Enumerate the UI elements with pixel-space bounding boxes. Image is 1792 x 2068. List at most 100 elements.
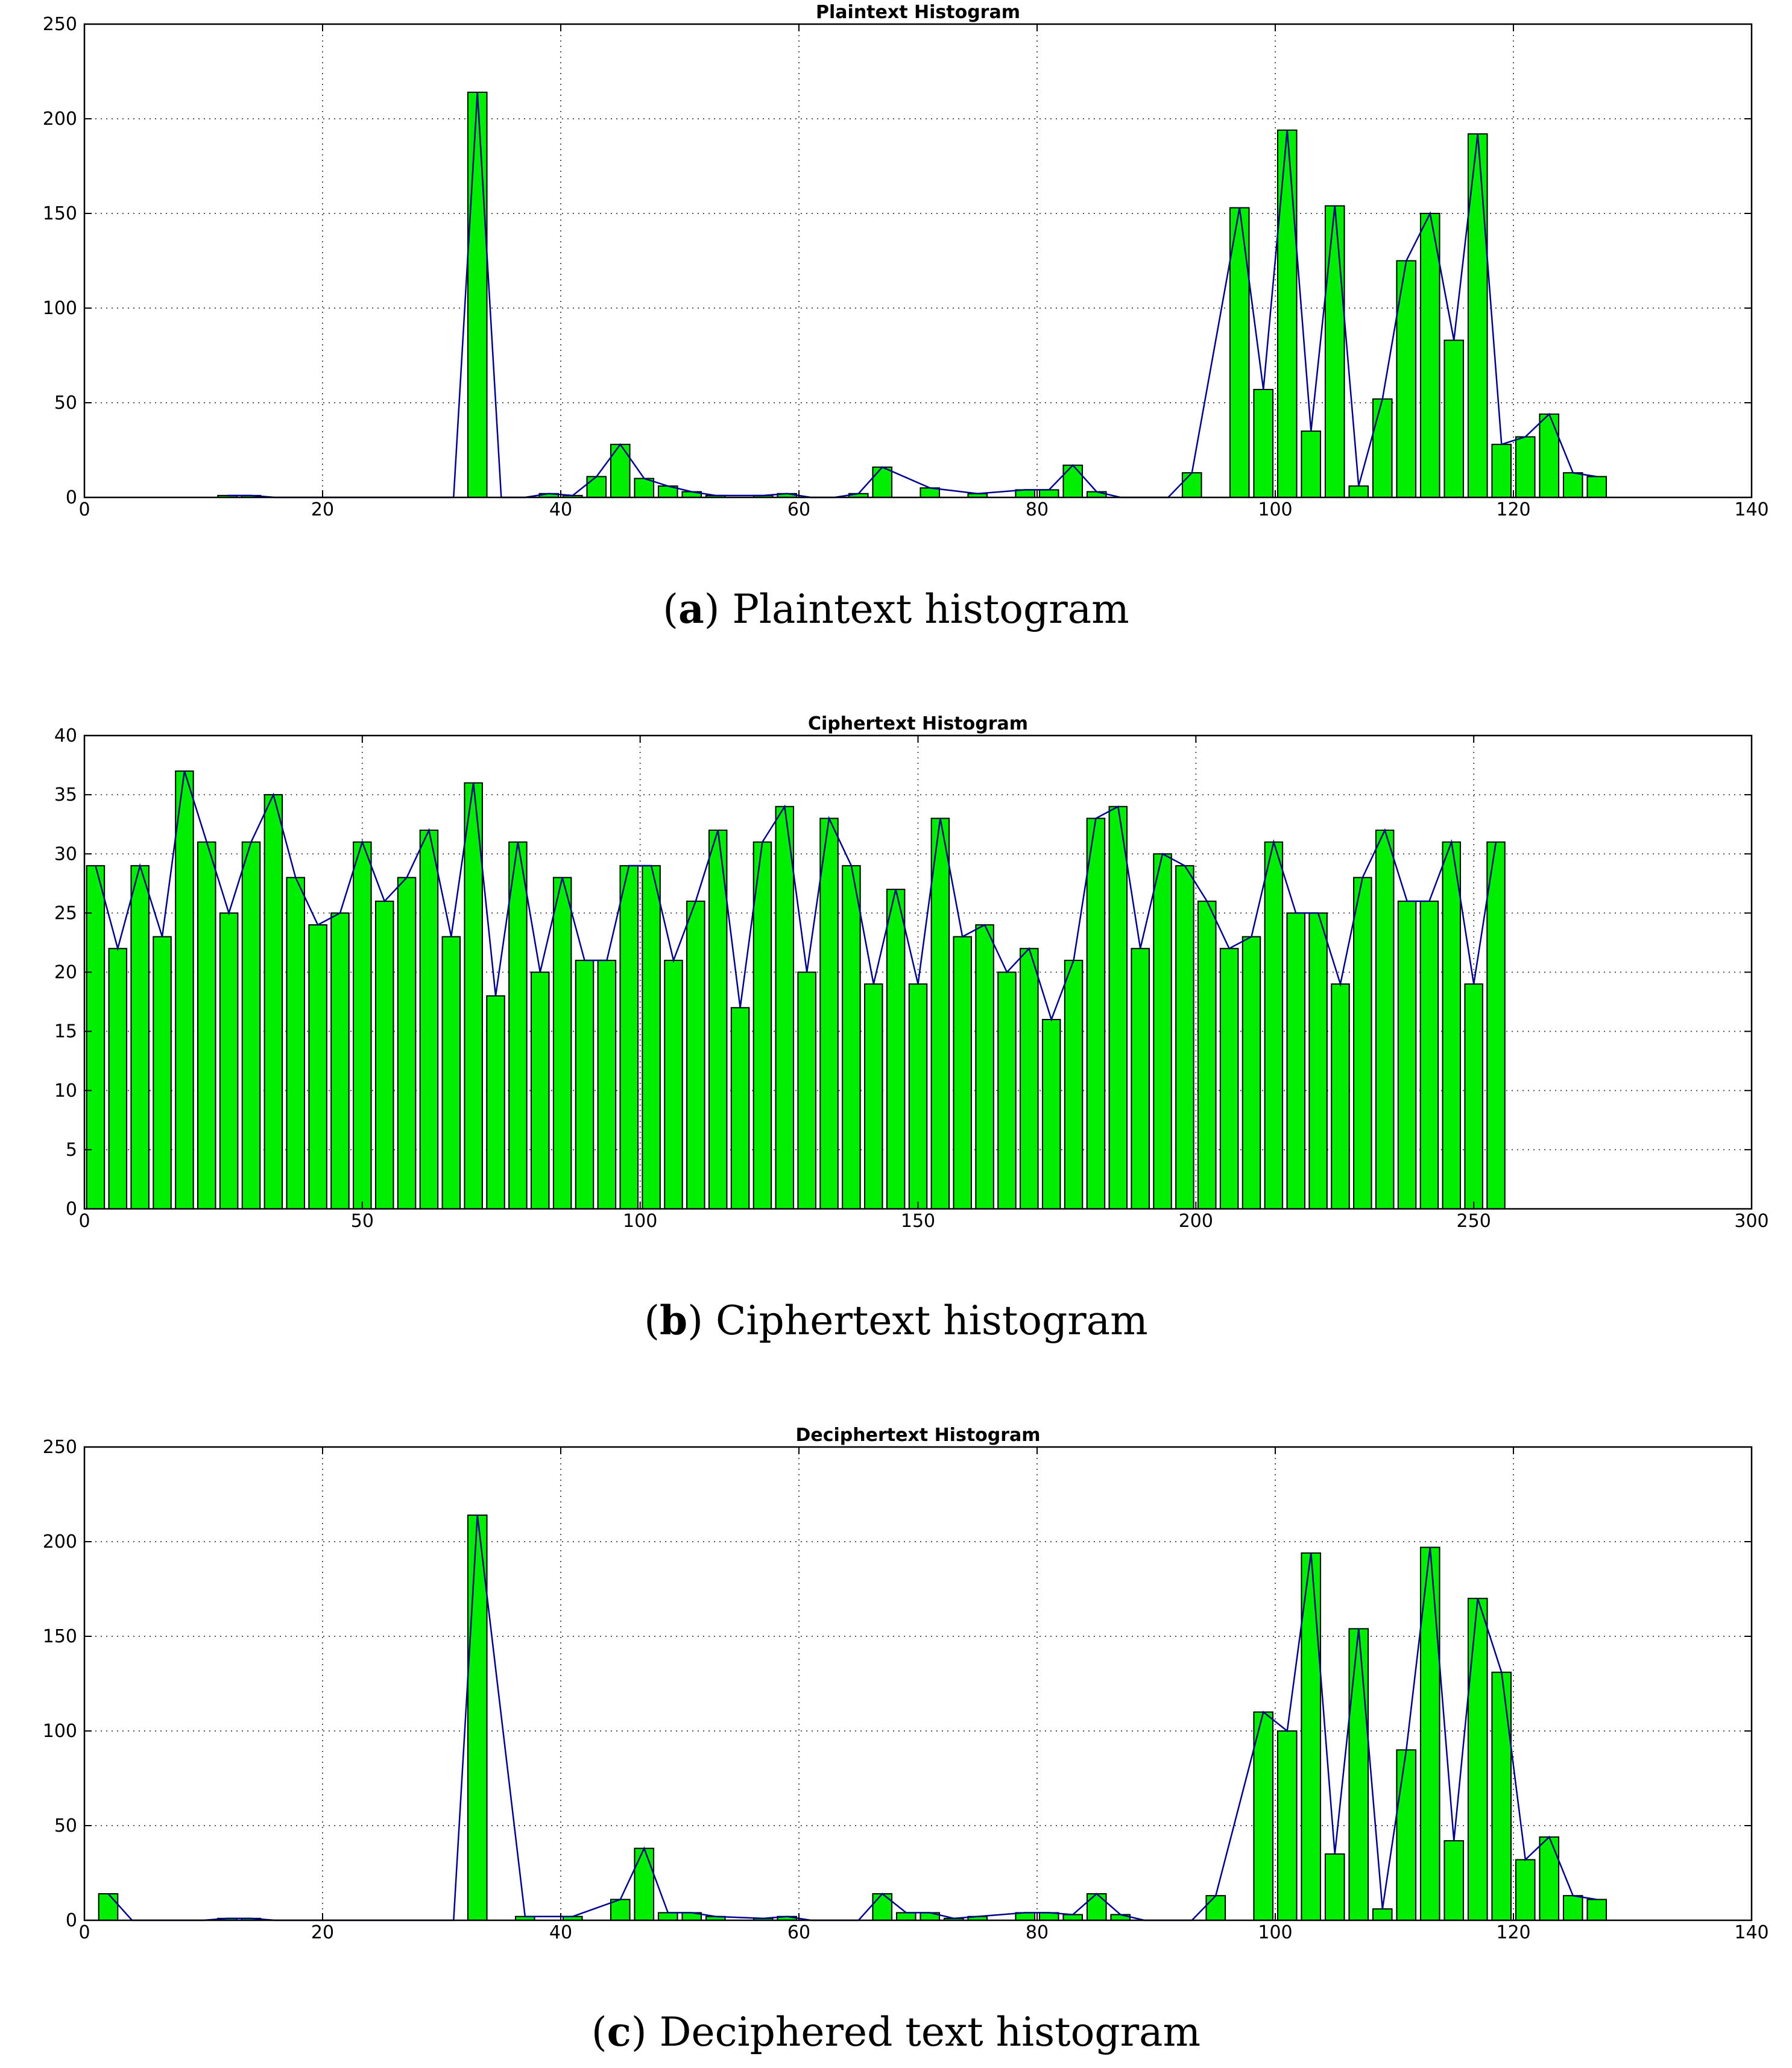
histogram-bar [1515, 1859, 1536, 1921]
histogram-bar [1443, 1840, 1465, 1921]
histogram-bar [1372, 398, 1393, 498]
histogram-bar [419, 830, 439, 1209]
histogram-bar [895, 1912, 917, 1921]
y-tick-label: 50 [54, 392, 77, 414]
histogram-bar [872, 1893, 893, 1921]
x-tick-label: 80 [1026, 1922, 1049, 1941]
histogram-bar [664, 959, 683, 1209]
histogram-bar [330, 912, 350, 1209]
histogram-bar [1062, 1914, 1084, 1921]
chart-title: Deciphertext Histogram [795, 1425, 1040, 1446]
histogram-bar [1286, 912, 1305, 1209]
x-tick-label: 120 [1496, 1922, 1530, 1941]
histogram-bar [486, 995, 505, 1209]
histogram-bar [241, 841, 261, 1209]
histogram-bar [953, 936, 972, 1209]
x-tick-label: 250 [1457, 1211, 1491, 1230]
histogram-bar [908, 983, 928, 1209]
chart-a: 0 20 40 60 80 100 120 140 0 50 100 150 200 250 Plainte… [43, 2, 1769, 519]
histogram-bar [531, 971, 550, 1209]
y-tick-label: 5 [66, 1140, 77, 1161]
histogram-bar [1324, 205, 1345, 498]
histogram-bar [1396, 1749, 1417, 1921]
caption-b-letter: b [660, 1297, 688, 1344]
y-tick-label: 10 [54, 1080, 77, 1102]
histogram-bar [1419, 900, 1439, 1209]
histogram-bar [441, 936, 461, 1209]
histogram-bar [997, 971, 1017, 1209]
x-tick-label: 60 [787, 499, 810, 519]
histogram-bar [775, 805, 795, 1209]
histogram-bar [1562, 1895, 1583, 1921]
x-tick-label: 140 [1734, 1922, 1768, 1941]
histogram-bar [108, 948, 128, 1209]
histogram-bar [1539, 413, 1560, 499]
y-tick-label: 35 [54, 784, 77, 805]
histogram-bar [1276, 1730, 1298, 1921]
histogram-bar [819, 818, 839, 1209]
histogram-bar [1276, 129, 1298, 498]
count-line [107, 1515, 1597, 1921]
histogram-bar [1241, 936, 1261, 1209]
histogram-bar [1038, 489, 1059, 499]
histogram-bar [1539, 1836, 1560, 1921]
histogram-bar [1491, 1671, 1512, 1921]
histogram-bar [508, 841, 528, 1209]
caption-b-text: Ciphertext histogram [715, 1297, 1148, 1344]
histogram-bar [1086, 818, 1106, 1209]
x-tick-label: 200 [1179, 1211, 1213, 1230]
y-tick-label: 100 [43, 298, 77, 319]
caption-a: (a) Plaintext histogram [663, 585, 1129, 632]
histogram-bar [1486, 841, 1506, 1209]
histogram-bar [219, 912, 239, 1209]
x-tick-label: 150 [901, 1211, 935, 1230]
x-tick-label: 80 [1026, 499, 1049, 519]
histogram-bar [1372, 1908, 1393, 1921]
histogram-bar [1108, 805, 1128, 1209]
x-tick-label: 120 [1496, 499, 1530, 519]
y-tick-label: 30 [54, 843, 77, 865]
histogram-bar [1442, 841, 1462, 1209]
caption-c: (c) Deciphered text histogram [591, 2008, 1201, 2055]
x-tick-label: 140 [1734, 499, 1768, 519]
y-tick-label: 200 [43, 1531, 77, 1553]
histogram-bar [464, 782, 483, 1209]
chart-title: Ciphertext Histogram [808, 713, 1028, 734]
caption-a-letter: a [678, 585, 704, 632]
y-tick-label: 25 [54, 903, 77, 924]
plot-area [84, 24, 1752, 497]
histogram-bar [1464, 983, 1483, 1209]
histogram-bar [397, 877, 417, 1209]
histogram-bar [619, 865, 639, 1209]
histogram-bar [1586, 1899, 1607, 1921]
histogram-bar [886, 889, 906, 1209]
histogram-bar [1348, 1628, 1369, 1921]
x-tick-label: 60 [787, 1922, 810, 1941]
count-line [95, 771, 1497, 1022]
histogram-bar [1131, 948, 1150, 1209]
histogram-bar [1331, 983, 1350, 1209]
x-tick-label: 20 [311, 1922, 334, 1941]
y-tick-label: 100 [43, 1721, 77, 1742]
histogram-bar [642, 865, 661, 1209]
histogram-bar [975, 924, 994, 1209]
histogram-bar [1197, 900, 1217, 1209]
histogram-bar [1062, 464, 1084, 498]
histogram-bar [1348, 485, 1369, 498]
histogram-bar [1586, 476, 1607, 499]
histogram-bar [575, 959, 595, 1209]
histogram-bar [552, 877, 572, 1209]
histogram-bar [98, 1893, 119, 1921]
histogram-bar [1153, 853, 1172, 1209]
y-tick-label: 15 [54, 1021, 77, 1042]
x-tick-label: 100 [623, 1211, 657, 1230]
histogram-bar [1086, 1893, 1107, 1921]
histogram-bar [708, 830, 728, 1209]
histogram-bar [1253, 389, 1274, 499]
histogram-bar [930, 818, 950, 1209]
histogram-bar [1205, 1895, 1226, 1921]
y-tick-label: 0 [66, 487, 77, 508]
histogram-bar [1020, 948, 1039, 1209]
y-tick-label: 0 [66, 1910, 77, 1931]
y-tick-label: 40 [54, 725, 77, 746]
